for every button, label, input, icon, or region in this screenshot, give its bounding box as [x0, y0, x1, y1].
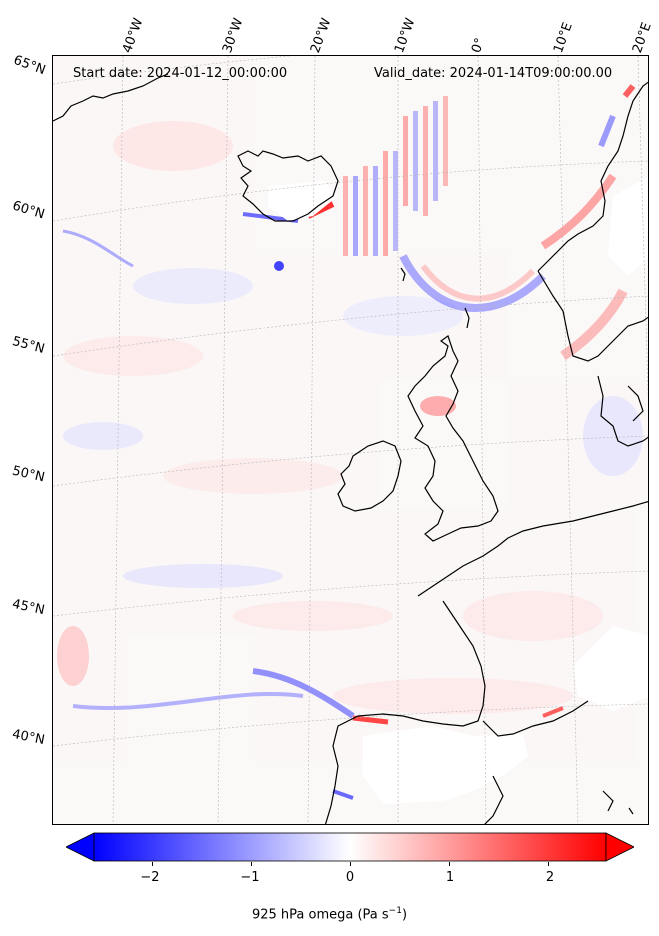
- colorbar-body: [93, 832, 607, 862]
- start-date-label: Start date: 2024-01-12_00:00:00: [73, 66, 288, 81]
- lat-label-45n: 45°N: [10, 596, 46, 619]
- lat-label-40n: 40°N: [10, 727, 46, 748]
- cb-tickmark-neg2: [152, 862, 153, 866]
- lon-label-20e: 20°E: [630, 20, 655, 56]
- lon-label-0: 0°: [469, 36, 489, 56]
- coastlines: [53, 73, 648, 824]
- lat-label-50n: 50°N: [10, 463, 47, 486]
- cb-tickmark-neg1: [251, 862, 252, 866]
- colorbar-label-unit-exponent: −1: [388, 906, 402, 916]
- lon-label-20w: 20°W: [308, 16, 335, 56]
- lat-label-55n: 55°N: [10, 334, 47, 357]
- graticule: [53, 56, 648, 824]
- cb-tick-1: 1: [445, 870, 455, 885]
- lon-label-10e: 10°E: [551, 20, 576, 56]
- map-canvas: [53, 56, 648, 824]
- lon-label-30w: 30°W: [220, 16, 247, 56]
- cb-tickmark-0: [350, 862, 351, 866]
- lon-label-10w: 10°W: [392, 16, 419, 56]
- colorbar-label-end: ): [401, 907, 408, 923]
- colorbar: [66, 832, 634, 862]
- lat-label-60n: 60°N: [10, 198, 47, 223]
- lon-label-40w: 40°W: [120, 16, 147, 56]
- cb-tick-0: 0: [345, 870, 355, 885]
- cb-tickmark-1: [449, 862, 450, 866]
- colorbar-extend-min: [66, 832, 95, 862]
- cb-tickmark-2: [548, 862, 549, 866]
- colorbar-label-main: 925 hPa omega (Pa s: [251, 907, 389, 923]
- strong-omega-features: [62, 84, 636, 800]
- masked-terrain: [268, 177, 648, 804]
- cb-tick-2: 2: [545, 870, 555, 885]
- colorbar-extend-max: [605, 832, 634, 862]
- omega-field: [53, 56, 648, 824]
- cb-tick-neg2: −2: [140, 870, 160, 885]
- map-panel: [52, 55, 649, 825]
- cb-tick-neg1: −1: [240, 870, 260, 885]
- valid-date-label: Valid_date: 2024-01-14T09:00:00.00: [374, 66, 613, 81]
- lat-label-65n: 65°N: [11, 52, 48, 79]
- colorbar-label: 925 hPa omega (Pa s−1): [0, 906, 659, 922]
